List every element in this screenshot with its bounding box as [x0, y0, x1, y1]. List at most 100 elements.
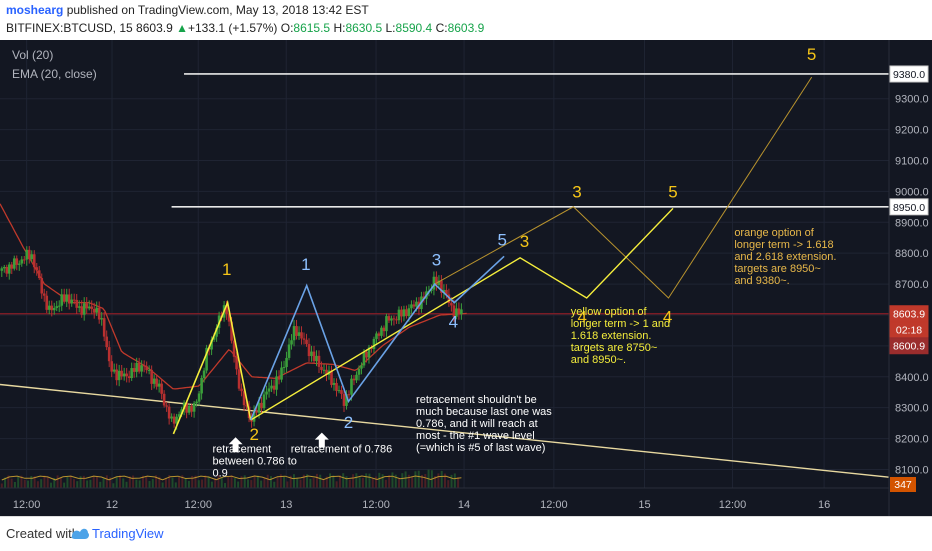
published-text: published on TradingView.com, May 13, 20… — [66, 3, 369, 17]
candle-body — [152, 378, 156, 384]
candle-body — [75, 299, 79, 308]
volume-bar — [191, 475, 194, 488]
volume-bar — [92, 475, 95, 488]
time-tick-label: 12:00 — [184, 499, 212, 511]
candle-body — [370, 347, 373, 350]
volume-bar — [201, 479, 204, 488]
volume-bar — [457, 477, 460, 488]
volume-bar — [89, 479, 92, 488]
candle-body — [410, 304, 413, 309]
volume-bar — [375, 476, 378, 488]
volume-bar — [335, 481, 338, 488]
candle-body — [92, 308, 96, 313]
last-price: 8603.9 — [136, 21, 173, 35]
horizontal-levels — [0, 73, 889, 315]
candle-body — [440, 280, 443, 293]
candle-body — [175, 416, 178, 424]
candle-body — [192, 403, 196, 412]
volume-bar — [243, 475, 246, 488]
volume-bar — [86, 480, 89, 488]
candle-body — [100, 318, 103, 320]
annotation-line: much because last one was — [416, 406, 552, 418]
candle-body — [442, 289, 446, 293]
volume-bar — [325, 476, 328, 488]
wave-label: 3 — [572, 183, 581, 202]
candle-body — [32, 254, 36, 268]
volume-bar — [69, 475, 72, 488]
volume-bar — [135, 479, 138, 488]
price-axis[interactable]: 8100.08200.08300.08400.08500.08600.08700… — [895, 94, 929, 477]
candle-body — [405, 309, 408, 317]
volume-bar — [371, 478, 374, 488]
ohlc-low: 8590.4 — [395, 21, 433, 35]
candle-body — [67, 294, 71, 304]
price-tick-label: 9300.0 — [895, 94, 929, 106]
price-badges: 9380.0 8950.0 8603.9 02:18 8600.9 347 — [889, 65, 929, 492]
annotation-line: orange option of — [734, 227, 814, 239]
volume-bar — [352, 474, 355, 488]
volume-bar — [279, 474, 282, 488]
volume-bar — [306, 474, 309, 488]
wave-label: 1 — [301, 255, 310, 274]
candle-body — [162, 393, 166, 406]
symbol-label[interactable]: BITFINEX:BTCUSD, 15 — [6, 21, 133, 35]
volume-bar — [151, 478, 154, 488]
price-badge-label: 8600.9 — [893, 341, 925, 353]
candle-body — [120, 370, 123, 377]
volume-bar — [125, 481, 128, 488]
footer: Created with TradingView — [0, 516, 932, 551]
candle-body — [205, 347, 208, 371]
candle-body — [322, 369, 326, 371]
wave-label: 4 — [663, 308, 672, 327]
candle-body — [110, 361, 113, 372]
tradingview-logo-icon[interactable] — [70, 524, 90, 542]
candle-body — [125, 373, 128, 377]
price-tick-label: 8700.0 — [895, 279, 929, 291]
volume-bar — [204, 475, 207, 488]
price-badge-label: 02:18 — [896, 325, 922, 337]
candle-body — [10, 264, 14, 269]
volume-bar — [13, 482, 16, 488]
annotation-text: orange option of longer term -> 1.618 and … — [734, 227, 836, 287]
candle-body — [240, 388, 243, 392]
volume-bar — [240, 476, 243, 488]
volume-bar — [361, 478, 364, 488]
candle-body — [372, 338, 376, 350]
price-tick-label: 9200.0 — [895, 125, 929, 137]
volume-bar — [122, 478, 125, 488]
volume-bar — [398, 479, 401, 488]
annotation-line: longer term -> 1 and — [571, 318, 670, 330]
candle-body — [297, 332, 301, 336]
annotation-line: retracement — [212, 443, 271, 455]
volume-bar — [7, 475, 10, 488]
candle-body — [12, 258, 16, 269]
up-arrow-icon — [228, 437, 243, 453]
volume-bar — [224, 483, 227, 488]
author-link[interactable]: moshearg — [6, 3, 64, 17]
time-axis[interactable]: 12:00 12 12:00 13 12:00 14 12:00 15 12:00 16 — [13, 499, 830, 511]
volume-bar — [420, 474, 423, 488]
volume-bar — [56, 475, 59, 488]
trendline-layer — [0, 383, 890, 478]
wave-label: 4 — [449, 312, 458, 331]
volume-bar — [411, 476, 414, 488]
yellow-wave-1-2 — [172, 299, 252, 435]
tradingview-brand[interactable]: TradingView — [92, 526, 164, 541]
volume-bar — [312, 478, 315, 488]
volume-bar — [53, 478, 56, 488]
vol-indicator-label[interactable]: Vol (20) — [12, 48, 53, 62]
candle-body — [387, 316, 391, 321]
volume-bar — [246, 479, 249, 488]
candle-body — [392, 318, 396, 320]
candle-body — [355, 374, 358, 381]
volume-bar — [63, 482, 66, 488]
candle-body — [212, 336, 216, 340]
candle-body — [287, 344, 291, 358]
candle-body — [155, 378, 158, 387]
volume-bar — [4, 477, 7, 488]
ema-indicator-label[interactable]: EMA (20, close) — [12, 67, 97, 81]
candle-body — [85, 303, 89, 309]
volume-bar — [227, 477, 230, 488]
